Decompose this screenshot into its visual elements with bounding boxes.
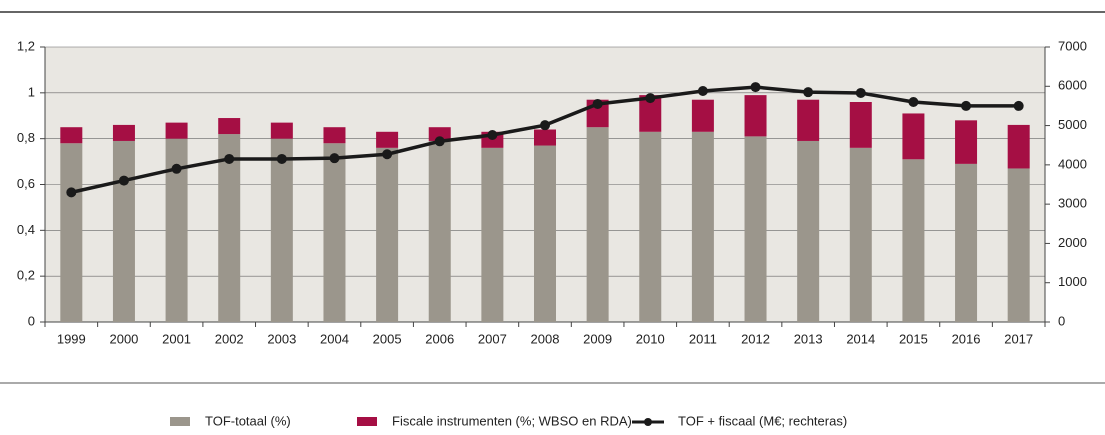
line-marker: [276, 153, 287, 164]
y-tick-label: 0,4: [17, 222, 35, 237]
line-marker: [803, 87, 814, 98]
legend-swatch: [357, 417, 377, 426]
legend-marker: [644, 418, 652, 426]
bar: [60, 127, 83, 144]
bar: [1007, 124, 1030, 169]
bar: [270, 138, 293, 322]
line-marker: [329, 153, 340, 164]
line-marker: [750, 82, 761, 93]
y-tick-label: 0,6: [17, 176, 35, 191]
x-tick-label: 2015: [899, 331, 928, 346]
line-marker: [908, 97, 919, 107]
bar: [586, 127, 609, 322]
line-marker: [66, 187, 77, 198]
line-marker: [118, 175, 129, 186]
x-tick-label: 2011: [689, 331, 717, 346]
y2-tick-label: 0: [1058, 313, 1065, 328]
bar: [218, 134, 241, 322]
bar: [112, 124, 135, 141]
bar: [165, 138, 188, 322]
legend-label: TOF-totaal (%): [205, 413, 291, 428]
y-tick-label: 1,2: [17, 38, 35, 53]
bar: [691, 131, 714, 322]
bar: [60, 143, 83, 322]
bar: [428, 127, 451, 141]
bar: [744, 95, 767, 137]
x-tick-label: 2000: [109, 331, 138, 346]
line-marker: [1013, 100, 1024, 111]
x-tick-label: 2003: [267, 331, 296, 346]
y-tick-label: 0: [28, 313, 35, 328]
bar: [481, 147, 504, 322]
y2-tick-label: 4000: [1058, 156, 1087, 171]
x-tick-label: 2006: [425, 331, 454, 346]
line-marker: [434, 136, 445, 147]
x-tick-label: 2014: [846, 331, 875, 346]
y2-tick-label: 2000: [1058, 235, 1087, 250]
x-tick-label: 2016: [952, 331, 981, 346]
line-marker: [224, 153, 235, 164]
line-marker: [645, 93, 656, 104]
x-tick-label: 1999: [57, 331, 86, 346]
bar: [639, 95, 662, 132]
y-tick-label: 0,2: [17, 268, 35, 283]
x-tick-label: 2009: [583, 331, 612, 346]
x-tick-label: 2008: [531, 331, 560, 346]
bar: [797, 140, 820, 322]
y2-tick-label: 7000: [1058, 38, 1087, 53]
bar: [376, 147, 399, 322]
bar: [902, 159, 925, 322]
x-tick-label: 2002: [215, 331, 244, 346]
bar: [165, 122, 188, 139]
line-marker: [592, 98, 603, 109]
bar: [1007, 168, 1030, 322]
line-marker: [697, 86, 708, 96]
bar: [744, 136, 767, 322]
y-tick-label: 0,8: [17, 130, 35, 145]
x-tick-label: 2013: [794, 331, 823, 346]
y2-tick-label: 5000: [1058, 117, 1087, 132]
bar: [849, 147, 872, 322]
bar: [639, 131, 662, 322]
legend-label: Fiscale instrumenten (%; WBSO en RDA): [392, 413, 632, 428]
bar: [428, 140, 451, 322]
x-tick-label: 2004: [320, 331, 349, 346]
bar: [691, 99, 714, 132]
bar: [955, 120, 978, 164]
bar: [534, 129, 556, 146]
bar: [797, 99, 820, 141]
line-marker: [961, 100, 972, 111]
line-marker: [382, 149, 393, 160]
x-tick-label: 2001: [162, 331, 191, 346]
line-marker: [171, 163, 182, 174]
legend-swatch: [170, 417, 190, 426]
legend-label: TOF + fiscaal (M€; rechteras): [678, 413, 847, 428]
bar: [112, 140, 135, 322]
bar: [218, 118, 241, 135]
y2-tick-label: 3000: [1058, 196, 1087, 211]
line-marker: [855, 87, 866, 98]
bar: [323, 127, 346, 144]
x-tick-label: 2010: [636, 331, 665, 346]
bar: [902, 113, 925, 160]
bar: [323, 143, 346, 322]
y2-tick-label: 6000: [1058, 78, 1087, 93]
line-marker: [487, 130, 498, 140]
line-marker: [540, 120, 550, 131]
x-tick-label: 2005: [373, 331, 402, 346]
bar: [849, 102, 872, 148]
x-tick-label: 2012: [741, 331, 770, 346]
y2-tick-label: 1000: [1058, 274, 1087, 289]
bar: [534, 145, 556, 322]
x-tick-label: 2007: [478, 331, 507, 346]
bar: [270, 122, 293, 139]
bar: [955, 163, 978, 322]
bar: [376, 131, 399, 148]
y-tick-label: 1: [28, 84, 35, 99]
x-tick-label: 2017: [1004, 331, 1033, 346]
